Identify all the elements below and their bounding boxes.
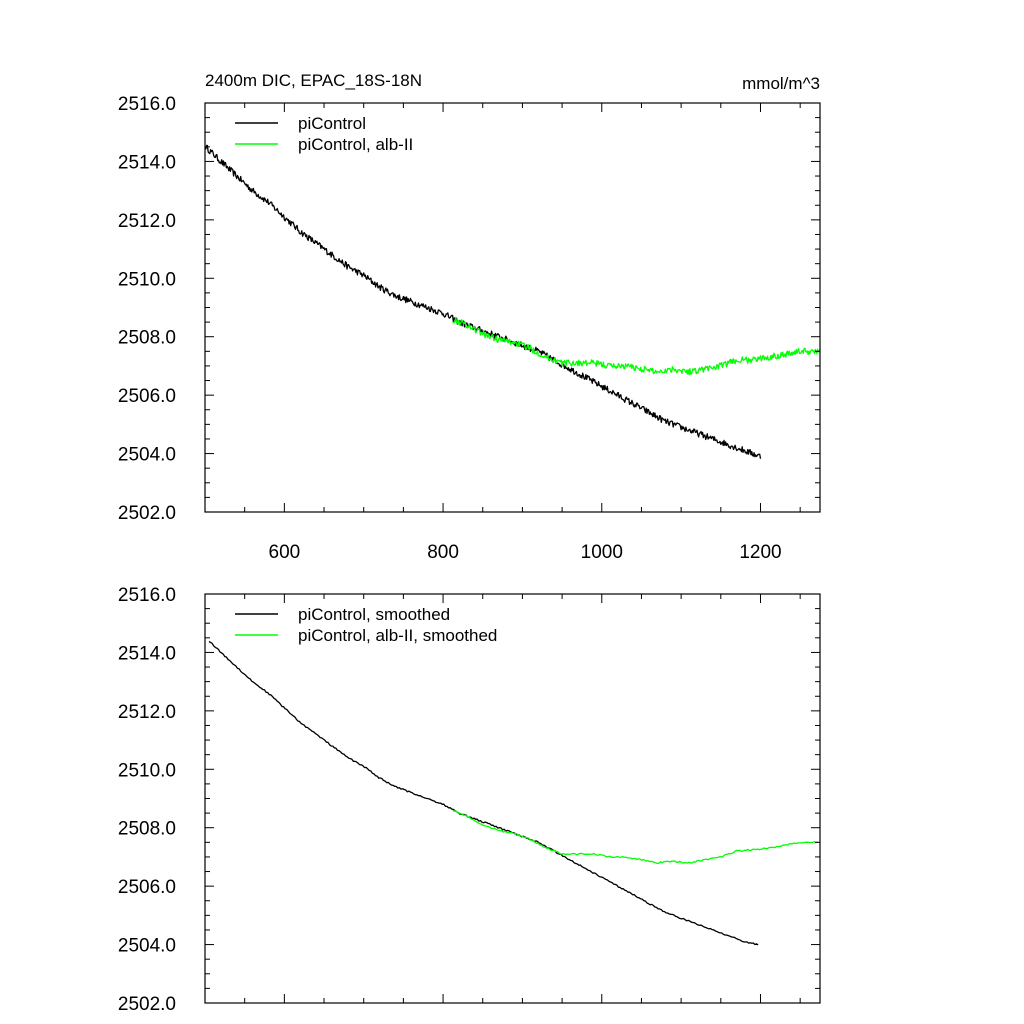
y-tick-label: 2502.0 xyxy=(118,994,176,1015)
series-line-picontrol-alb-ii xyxy=(452,316,821,376)
y-tick-label: 2516.0 xyxy=(118,94,176,115)
series-line-picontrol xyxy=(205,144,762,459)
y-tick-label: 2506.0 xyxy=(118,386,176,407)
y-tick-label: 2510.0 xyxy=(118,269,176,290)
legend-label: piControl, alb-II, smoothed xyxy=(298,626,497,645)
legend-label: piControl xyxy=(298,114,366,133)
y-tick-label: 2508.0 xyxy=(118,819,176,840)
series-line-picontrol xyxy=(208,640,759,946)
y-tick-label: 2514.0 xyxy=(118,643,176,664)
x-tick-label: 600 xyxy=(269,542,301,563)
y-tick-label: 2504.0 xyxy=(118,936,176,957)
y-tick-label: 2506.0 xyxy=(118,877,176,898)
x-tick-label: 1000 xyxy=(581,542,623,563)
y-tick-label: 2510.0 xyxy=(118,760,176,781)
y-tick-label: 2502.0 xyxy=(118,503,176,524)
bottom-panel: 2502.0 2504.0 2506.0 2508.0 2510.0 2512.0 2514… xyxy=(118,585,821,1015)
y-tick-label: 2516.0 xyxy=(118,585,176,606)
series-line-picontrol-alb-ii xyxy=(452,810,818,865)
plot-frame xyxy=(204,593,821,1004)
legend-label: piControl, smoothed xyxy=(298,605,450,624)
units-label: mmol/m^3 xyxy=(742,74,820,93)
y-tick-label: 2508.0 xyxy=(118,328,176,349)
y-tick-label: 2512.0 xyxy=(118,211,176,232)
y-tick-label: 2514.0 xyxy=(118,152,176,173)
x-tick-label: 800 xyxy=(427,542,459,563)
x-tick-label: 1200 xyxy=(739,542,781,563)
y-tick-label: 2512.0 xyxy=(118,702,176,723)
plot-frame xyxy=(204,102,821,513)
y-tick-label: 2504.0 xyxy=(118,445,176,466)
panel-title: 2400m DIC, EPAC_18S-18N xyxy=(205,71,422,90)
legend-label: piControl, alb-II xyxy=(298,135,413,154)
top-panel: 2502.0 2504.0 2506.0 2508.0 2510.0 2512.0 2514… xyxy=(118,71,821,563)
